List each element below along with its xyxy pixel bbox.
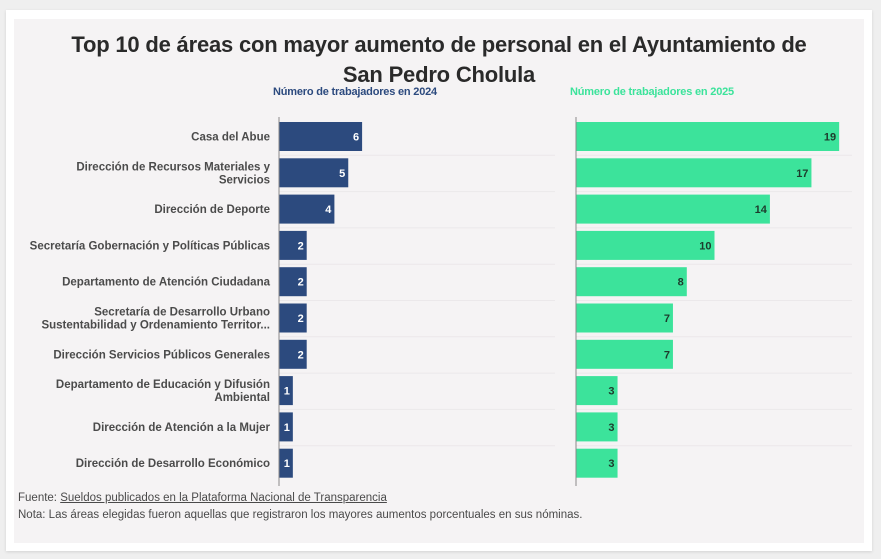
category-label-line: Casa del Abue xyxy=(191,132,270,144)
chart-title-line-1: Top 10 de áreas con mayor aumento de per… xyxy=(71,32,807,57)
category-label-line: Secretaría de Desarrollo Urbano xyxy=(94,307,270,319)
bar-2024 xyxy=(279,412,293,442)
bar-2024 xyxy=(279,267,307,297)
chart-title-line-2: San Pedro Cholula xyxy=(342,62,536,87)
bar-2024 xyxy=(279,339,307,369)
bar-2024 xyxy=(279,122,363,151)
data-label-2024: 2 xyxy=(298,349,304,361)
category-label: Secretaría Gobernación y Políticas Públi… xyxy=(30,240,270,252)
category-label: Dirección de Deporte xyxy=(154,204,270,216)
bar-2025 xyxy=(576,194,770,224)
series-header-2025: Número de trabajadores en 2025 xyxy=(570,86,734,98)
data-label-2025: 19 xyxy=(824,132,836,144)
category-label-line: Dirección de Atención a la Mujer xyxy=(93,422,271,434)
footer-source-link[interactable]: Sueldos publicados en la Plataforma Naci… xyxy=(60,492,387,504)
bar-2025 xyxy=(576,448,618,478)
data-label-2024: 1 xyxy=(284,386,290,398)
bar-2024 xyxy=(279,448,293,478)
data-label-2025: 10 xyxy=(699,240,711,252)
data-label-2025: 7 xyxy=(664,349,670,361)
category-label: Dirección de Recursos Materiales y Servic… xyxy=(76,161,270,186)
category-label-line: Departamento de Atención Ciudadana xyxy=(62,277,270,289)
footer-note: Nota: Las áreas elegidas fueron aquellas… xyxy=(18,509,583,521)
series-header-2024: Número de trabajadores en 2024 xyxy=(273,86,437,98)
footer-source-prefix: Fuente: xyxy=(18,492,61,504)
bar-2025 xyxy=(576,230,715,260)
category-label-line: Dirección de Recursos Materiales y xyxy=(76,161,270,173)
data-label-2025: 7 xyxy=(664,313,670,325)
category-label: Casa del Abue xyxy=(191,132,270,144)
data-label-2024: 2 xyxy=(298,313,304,325)
chart-title: Top 10 de áreas con mayor aumento de per… xyxy=(6,30,872,90)
bar-2024 xyxy=(279,194,335,224)
category-label: Dirección Servicios Públicos Generales xyxy=(53,349,270,361)
data-label-2025: 3 xyxy=(608,422,614,434)
data-label-2024: 5 xyxy=(339,168,345,180)
data-label-2024: 1 xyxy=(284,458,290,470)
category-label-line: Ambiental xyxy=(214,392,270,404)
bar-2024 xyxy=(279,303,307,333)
data-label-2024: 4 xyxy=(325,204,332,216)
category-label-line: Dirección de Deporte xyxy=(154,204,270,216)
category-label-line: Secretaría Gobernación y Políticas Públi… xyxy=(30,240,270,252)
data-label-2024: 1 xyxy=(284,422,290,434)
bar-2025 xyxy=(576,339,673,369)
category-label-line: Sustentabilidad y Ordenamiento Territor.… xyxy=(41,320,270,332)
data-label-2025: 8 xyxy=(678,277,684,289)
bar-2025 xyxy=(576,267,687,297)
bar-2025 xyxy=(576,412,618,442)
category-label: Departamento de Educación y Difusión Ambi… xyxy=(56,379,270,404)
bar-2024 xyxy=(279,230,307,260)
category-label-line: Servicios xyxy=(219,174,270,186)
category-label: Dirección de Desarrollo Económico xyxy=(76,458,270,470)
category-label-line: Departamento de Educación y Difusión xyxy=(56,379,270,391)
chart-panel xyxy=(14,19,864,543)
data-label-2024: 2 xyxy=(298,240,304,252)
bar-2025 xyxy=(576,376,618,406)
category-label: Departamento de Atención Ciudadana xyxy=(62,277,270,289)
category-label-line: Dirección de Desarrollo Económico xyxy=(76,458,270,470)
data-label-2024: 2 xyxy=(298,277,304,289)
chart-card: Top 10 de áreas con mayor aumento de per… xyxy=(6,10,872,551)
category-label-line: Dirección Servicios Públicos Generales xyxy=(53,349,270,361)
bar-2025 xyxy=(576,303,673,333)
data-label-2025: 17 xyxy=(796,168,808,180)
data-label-2025: 3 xyxy=(608,386,614,398)
data-label-2024: 6 xyxy=(353,132,359,144)
category-label: Dirección de Atención a la Mujer xyxy=(93,422,271,434)
bar-2024 xyxy=(279,376,293,406)
data-label-2025: 14 xyxy=(755,204,768,216)
data-label-2025: 3 xyxy=(608,458,614,470)
bar-2025 xyxy=(576,158,812,188)
category-label: Secretaría de Desarrollo Urbano Sustentab… xyxy=(41,307,270,332)
bar-2025 xyxy=(576,122,840,151)
footer-source: Fuente: Sueldos publicados en la Platafo… xyxy=(18,492,387,504)
bar-2024 xyxy=(279,158,349,188)
